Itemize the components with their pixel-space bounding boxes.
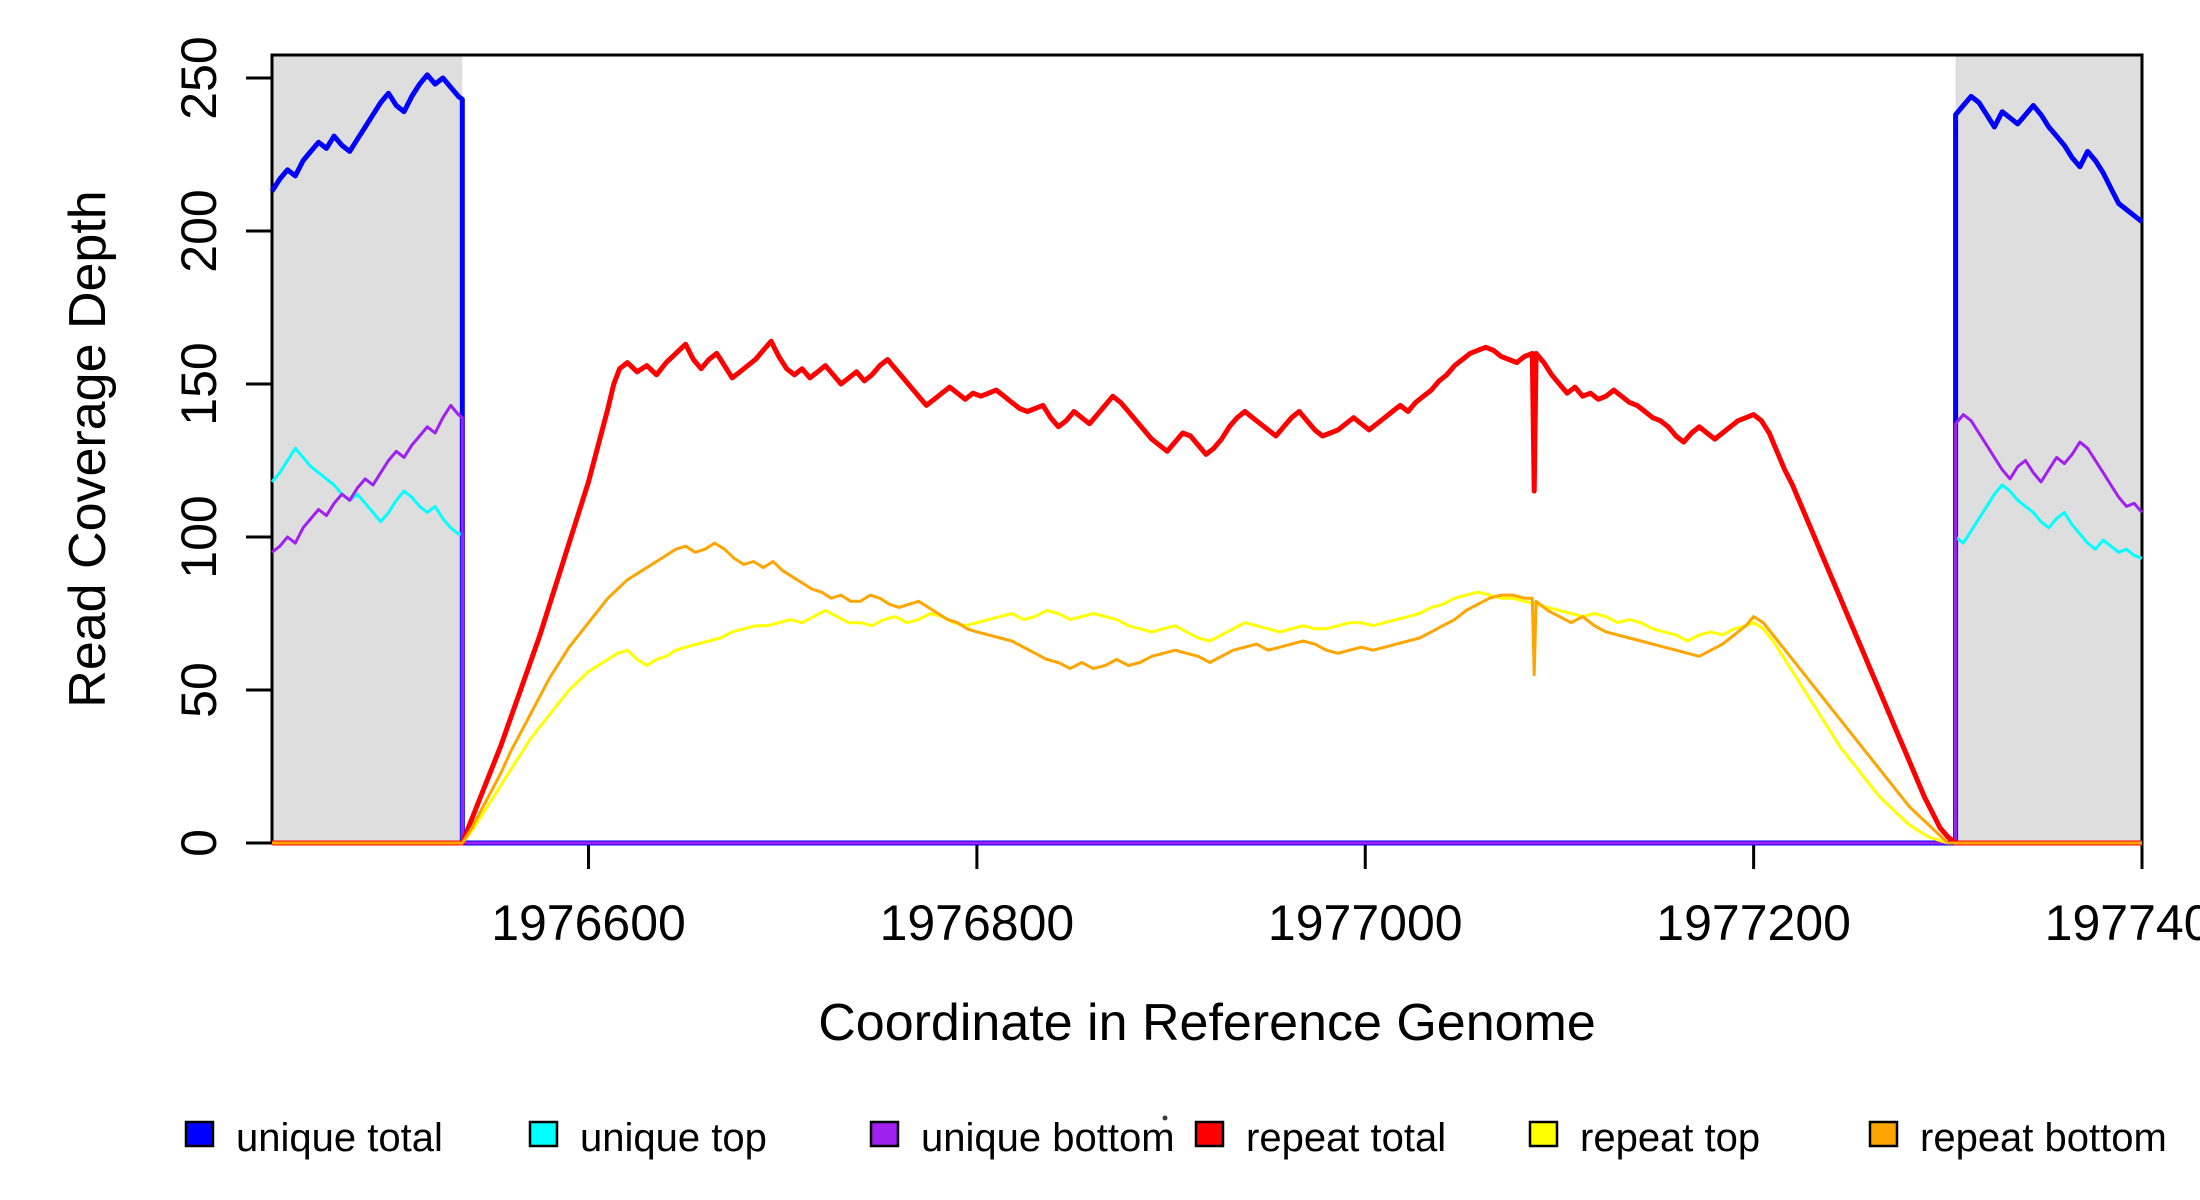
legend-swatch-unique-bottom xyxy=(869,1120,900,1148)
legend-item-repeat-top: repeat top xyxy=(1528,1116,1760,1160)
plot-frame xyxy=(270,53,2144,845)
legend: unique total unique top unique bottom repea… xyxy=(184,1116,2167,1160)
legend-swatch-repeat-bottom xyxy=(1868,1120,1899,1148)
series-repeat-total-line xyxy=(272,338,2142,846)
legend-swatch-unique-top xyxy=(528,1120,559,1148)
y-tick-label: 250 xyxy=(171,36,227,119)
y-axis-ticks: 0 50 100 150 200 250 xyxy=(171,36,272,857)
legend-item-repeat-total: repeat total xyxy=(1194,1116,1446,1160)
legend-item-unique-total: unique total xyxy=(184,1116,443,1160)
series-repeat-bottom-line xyxy=(272,541,2142,845)
x-tick-label: 1977200 xyxy=(1656,895,1851,951)
y-tick-label: 150 xyxy=(171,342,227,425)
legend-item-repeat-bottom: repeat bottom xyxy=(1868,1116,2167,1160)
x-tick-label: 1976800 xyxy=(880,895,1075,951)
shaded-region-right xyxy=(1955,55,2142,843)
series-repeat-top-line xyxy=(272,590,2142,845)
series-unique-bottom-line xyxy=(271,403,2144,845)
legend-swatch-unique-total xyxy=(184,1120,215,1148)
legend-label-repeat-bottom: repeat bottom xyxy=(1920,1116,2167,1160)
legend-label-unique-total: unique total xyxy=(236,1116,443,1160)
y-tick-label: 100 xyxy=(171,495,227,578)
legend-item-unique-top: unique top xyxy=(528,1116,767,1160)
legend-swatch-repeat-top xyxy=(1528,1120,1559,1148)
legend-swatch-repeat-total xyxy=(1194,1120,1225,1148)
shaded-regions xyxy=(272,55,2142,843)
legend-label-unique-bottom: unique bottom xyxy=(921,1116,1175,1160)
x-tick-label: 1977000 xyxy=(1268,895,1463,951)
stray-dot xyxy=(1162,1115,1168,1121)
shaded-region-left xyxy=(272,55,463,843)
legend-label-unique-top: unique top xyxy=(580,1116,767,1160)
y-tick-label: 50 xyxy=(171,662,227,718)
x-tick-label: 1976600 xyxy=(491,895,686,951)
data-series xyxy=(269,72,2144,846)
legend-label-repeat-total: repeat total xyxy=(1246,1116,1446,1160)
y-axis-label: Read Coverage Depth xyxy=(59,190,117,707)
legend-item-unique-bottom: unique bottom xyxy=(869,1116,1175,1160)
y-tick-label: 0 xyxy=(171,829,227,857)
y-tick-label: 200 xyxy=(171,189,227,272)
legend-label-repeat-top: repeat top xyxy=(1580,1116,1760,1160)
x-axis-label: Coordinate in Reference Genome xyxy=(818,994,1596,1052)
series-unique-total-line xyxy=(269,72,2144,846)
